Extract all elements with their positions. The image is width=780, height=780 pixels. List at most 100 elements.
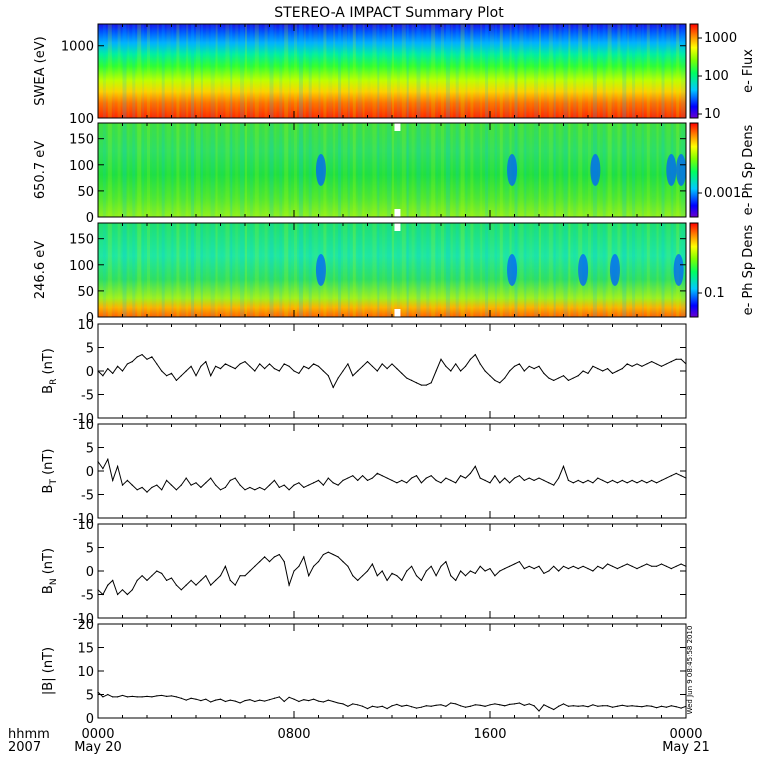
- spectrogram-streak: [475, 24, 480, 118]
- spectrogram-streak: [254, 123, 259, 217]
- data-point: [656, 707, 658, 709]
- data-point: [592, 482, 594, 484]
- data-point: [558, 705, 560, 707]
- data-point: [440, 482, 442, 484]
- data-point: [259, 486, 261, 489]
- series-line: [97, 691, 687, 712]
- spectrogram-streak: [122, 24, 127, 118]
- data-point: [646, 563, 648, 565]
- data-point: [313, 482, 315, 484]
- y-tick-label: 0: [86, 712, 94, 727]
- data-point: [489, 568, 491, 570]
- spectrogram-depletion: [315, 254, 326, 286]
- spectrogram-streak: [357, 223, 362, 317]
- spectrogram-streak: [367, 123, 371, 217]
- data-point: [411, 477, 413, 479]
- data-point: [371, 705, 373, 707]
- spectrogram-streak: [122, 223, 127, 317]
- spectrogram-streak: [421, 123, 424, 217]
- spectrogram-streak: [357, 123, 362, 217]
- data-point: [513, 477, 516, 479]
- data-point: [112, 372, 114, 374]
- data-point: [166, 579, 168, 582]
- data-point: [616, 370, 619, 372]
- data-point: [621, 479, 623, 481]
- data-point: [185, 699, 187, 701]
- data-point: [660, 479, 663, 481]
- data-point: [504, 377, 506, 379]
- spectrogram-streak: [132, 24, 136, 118]
- data-point: [205, 482, 207, 484]
- data-point: [445, 477, 447, 479]
- spectrogram-streak: [264, 123, 268, 217]
- data-point: [518, 475, 521, 477]
- data-point: [170, 484, 173, 486]
- data-point: [675, 565, 677, 567]
- data-point: [131, 361, 133, 363]
- data-point: [430, 475, 432, 477]
- data-point: [298, 700, 300, 703]
- data-point: [156, 695, 158, 697]
- spectrogram-streak: [568, 123, 571, 217]
- spectrogram-streak: [137, 123, 142, 217]
- spectrogram-streak: [646, 24, 650, 118]
- spectrogram-streak: [274, 123, 277, 217]
- data-point: [337, 484, 339, 486]
- data-point: [170, 695, 173, 697]
- spectrogram-streak: [176, 223, 180, 317]
- spectrogram-streak: [387, 123, 392, 217]
- spectrogram-streak: [539, 123, 541, 217]
- spectrogram-streak: [529, 223, 533, 317]
- spectrogram-streak: [200, 24, 203, 118]
- spectrogram-streak: [548, 223, 553, 317]
- data-point: [195, 375, 197, 377]
- y-tick-label: 0: [86, 211, 94, 226]
- data-point: [597, 565, 599, 567]
- data-point: [357, 370, 359, 372]
- data-point: [562, 465, 565, 467]
- spectrogram-streak: [117, 24, 121, 118]
- spectrogram-streak: [308, 223, 312, 317]
- data-point: [401, 579, 403, 582]
- data-point: [562, 565, 565, 567]
- spectrogram-streak: [450, 24, 453, 118]
- spectrogram-streak: [308, 24, 312, 118]
- spectrogram-streak: [147, 123, 150, 217]
- spectrogram-streak: [504, 24, 509, 118]
- data-point: [273, 479, 275, 481]
- spectrogram-streak: [406, 24, 409, 118]
- y-axis-label: BR (nT): [41, 348, 59, 394]
- data-point: [597, 705, 599, 707]
- data-point: [175, 489, 177, 491]
- data-point: [298, 372, 300, 374]
- data-point: [107, 584, 109, 586]
- spectrogram-streak: [543, 24, 547, 118]
- y-tick-label: 10: [77, 418, 94, 433]
- data-point: [396, 368, 398, 370]
- data-point: [136, 356, 138, 358]
- spectrogram-streak: [392, 123, 394, 217]
- data-point: [264, 556, 266, 558]
- data-point: [249, 486, 251, 489]
- spectrogram-streak: [191, 223, 195, 317]
- data-point: [342, 370, 344, 372]
- data-point: [543, 479, 545, 481]
- spectrogram-streak: [240, 24, 245, 118]
- colorbar-tick-label: 10: [704, 107, 721, 122]
- data-point: [362, 365, 364, 367]
- data-point: [523, 479, 525, 481]
- spectrogram-streak: [646, 123, 650, 217]
- data-point: [455, 703, 457, 705]
- data-point: [298, 565, 300, 567]
- data-point: [126, 363, 128, 365]
- data-point: [474, 704, 476, 706]
- spectrogram-fill: [98, 123, 686, 217]
- data-point: [244, 700, 246, 702]
- data-point: [469, 472, 471, 474]
- data-point: [406, 377, 408, 379]
- data-point: [528, 477, 530, 479]
- spectrogram-streak: [534, 223, 539, 317]
- spectrogram-depletion: [609, 254, 620, 286]
- data-point: [268, 561, 271, 563]
- data-point: [567, 379, 570, 381]
